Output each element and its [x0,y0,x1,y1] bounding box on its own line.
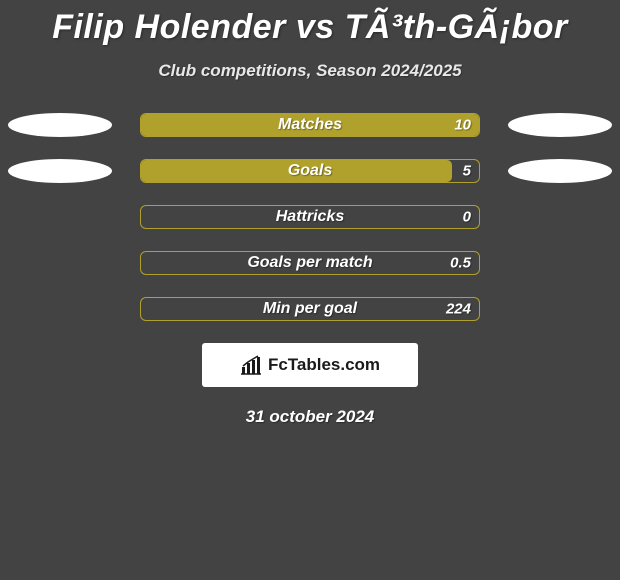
stat-row: Hattricks 0 [0,205,620,229]
stat-bar-label: Hattricks [141,208,479,226]
left-oval [8,159,112,183]
right-oval [508,159,612,183]
stat-bar: Goals 5 [140,159,480,183]
stat-row: Matches 10 [0,113,620,137]
subtitle: Club competitions, Season 2024/2025 [0,61,620,81]
logo-card: FcTables.com [202,343,418,387]
stat-bar-fill [141,114,479,136]
stat-bar: Matches 10 [140,113,480,137]
stat-row: Goals per match 0.5 [0,251,620,275]
left-oval [8,113,112,137]
stat-rows: Matches 10 Goals 5 Hattricks 0 Goals per… [0,113,620,321]
stat-bar-fill [141,160,452,182]
stat-bar-value: 224 [446,301,471,318]
stat-row: Min per goal 224 [0,297,620,321]
stat-bar-value: 0 [463,209,471,226]
stat-row: Goals 5 [0,159,620,183]
stat-bar-value: 0.5 [450,255,471,272]
date-line: 31 october 2024 [0,407,620,427]
stat-bar: Goals per match 0.5 [140,251,480,275]
logo-text: FcTables.com [268,355,380,375]
stat-bar: Min per goal 224 [140,297,480,321]
stat-bar: Hattricks 0 [140,205,480,229]
stat-bar-label: Goals per match [141,254,479,272]
page-title: Filip Holender vs TÃ³th-GÃ¡bor [0,0,620,47]
stat-bar-label: Min per goal [141,300,479,318]
right-oval [508,113,612,137]
stat-bar-value: 5 [463,163,471,180]
bar-chart-icon [240,355,262,375]
